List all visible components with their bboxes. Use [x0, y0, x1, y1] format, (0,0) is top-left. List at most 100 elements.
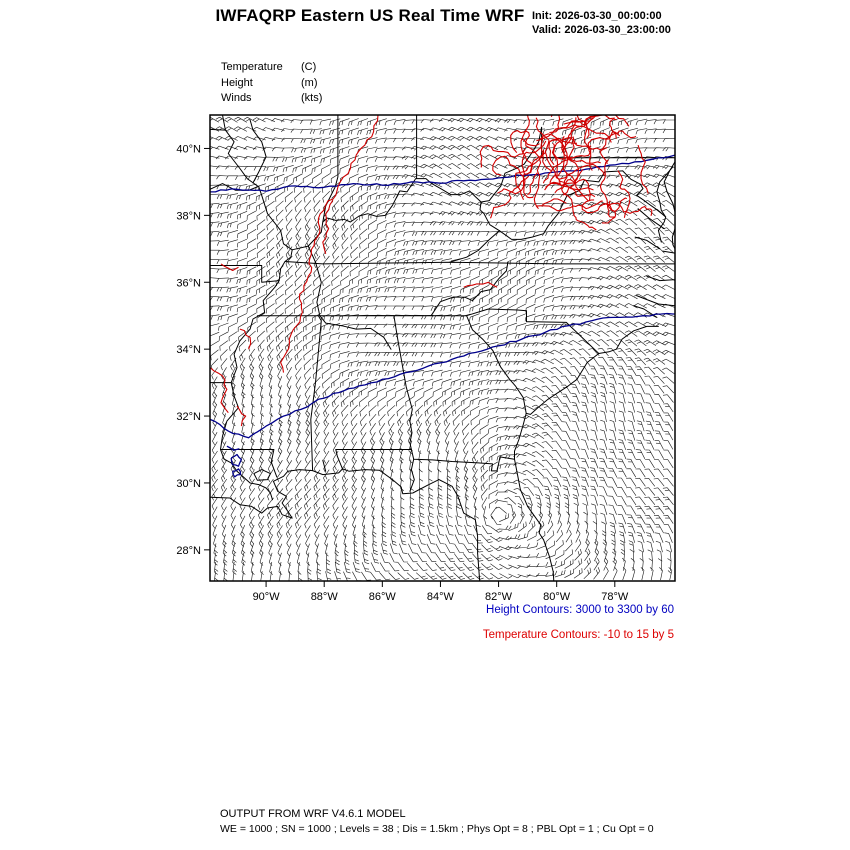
temperature-contour-cluster-stroke: [510, 129, 540, 154]
height-contour-south: [210, 312, 675, 439]
field-legend: Temperature (C) Height (m) Winds (kts): [221, 60, 322, 107]
border-delmarva-tip: [671, 228, 675, 250]
border-virginia-coast: [662, 250, 675, 254]
temperature-contour-cluster-stroke: [587, 131, 621, 171]
border-georgia-southcarolina: [466, 315, 527, 414]
lat-label: 32°N: [176, 411, 201, 423]
state-borders-layer: [210, 115, 675, 581]
temp-contour-ozark: [220, 263, 239, 272]
height-closed-contour-1: [232, 468, 242, 478]
border-illinois-indiana: [322, 115, 339, 223]
temp-contour-delta-a: [210, 367, 229, 414]
lat-label: 38°N: [176, 210, 201, 222]
border-northcarolina-coast: [598, 325, 659, 354]
temperature-contour-cluster-stroke: [479, 144, 526, 168]
temperature-contour-cluster-stroke: [541, 198, 567, 206]
temperature-contours-caption: Temperature Contours: -10 to 15 by 5: [482, 629, 674, 641]
border-virginia-westvirginia: [498, 170, 624, 240]
temp-contour-delta-b: [236, 405, 247, 427]
temperature-contour-cluster-stroke: [609, 118, 617, 139]
temp-contour-east: [637, 144, 649, 194]
height-contours-caption: Height Contours: 3000 to 3300 by 60: [486, 604, 674, 616]
border-florida-georgia: [410, 449, 515, 472]
temp-contour-main: [280, 115, 379, 373]
temperature-contour-cluster-stroke: [527, 172, 538, 196]
temperature-contour-cluster-stroke: [554, 179, 575, 194]
temperature-contour-cluster-stroke: [562, 125, 612, 151]
lat-label: 30°N: [176, 478, 201, 490]
border-mobile-bay: [322, 459, 327, 472]
temperature-contour-cluster-stroke: [617, 170, 631, 218]
temperature-contour-cluster-stroke: [548, 137, 578, 166]
temperature-contour-cluster-stroke: [535, 117, 556, 184]
border-mississippi-louisiana-pearl: [220, 449, 278, 478]
border-northcarolina-southcarolina: [466, 308, 600, 354]
temp-contour-strand: [322, 199, 334, 254]
temperature-contour-cluster-stroke: [552, 136, 575, 160]
wind-barbs-layer: [210, 116, 675, 581]
temperature-contour-cluster-stroke: [542, 158, 601, 184]
temperature-contour-cluster-stroke: [489, 175, 530, 219]
footer-params-line: WE = 1000 ; SN = 1000 ; Levels = 38 ; Di…: [220, 823, 654, 835]
legend-height-name: Height: [221, 76, 253, 89]
height-contours-layer: [210, 154, 675, 478]
temp-contour-delta-c: [239, 328, 252, 350]
valid-timestamp: Valid: 2026-03-30_23:00:00: [532, 24, 671, 36]
border-missouri-river: [210, 183, 258, 191]
temperature-contour-cluster-stroke: [492, 155, 534, 199]
temperature-contour-cluster-stroke: [561, 136, 589, 202]
footer-model-line: OUTPUT FROM WRF V4.6.1 MODEL: [220, 808, 406, 820]
run-timestamps: Init: 2026-03-30_00:00:00 Valid: 2026-03…: [532, 9, 671, 37]
temperature-contour-cluster-stroke: [514, 149, 545, 201]
border-perdido-river: [335, 449, 343, 470]
temperature-contour-cluster-stroke: [535, 200, 603, 212]
border-delmarva-west: [663, 161, 675, 213]
legend-temperature-row: Temperature (C): [221, 60, 322, 76]
border-tennessee-river: [307, 245, 392, 350]
border-missouri-arkansas: [210, 265, 280, 283]
legend-winds-name: Winds: [221, 92, 252, 104]
lat-label: 40°N: [176, 143, 201, 155]
temperature-contour-cluster-stroke: [573, 178, 591, 201]
border-illinois-river: [249, 119, 267, 184]
lat-label: 34°N: [176, 344, 201, 356]
border-james-river: [634, 236, 661, 250]
lat-label: 28°N: [176, 545, 201, 557]
lon-label: 80°W: [543, 591, 571, 603]
border-potomac-river: [622, 170, 667, 218]
border-florida-atlantic-coast: [514, 458, 555, 581]
temperature-contour-cluster-stroke: [549, 115, 561, 134]
lon-label: 90°W: [253, 591, 281, 603]
border-mississippi-river-louisiana: [220, 449, 273, 501]
temperature-contour-cluster-stroke: [560, 115, 630, 129]
border-mississippi-alabama: [310, 315, 322, 472]
temperature-contour-cluster-stroke: [545, 139, 579, 188]
height-closed-contour-2: [226, 445, 240, 451]
border-tennessee-northcarolina: [430, 261, 509, 317]
temperature-contour-cluster-stroke: [601, 200, 617, 224]
border-southcarolina-georgia-coast: [514, 353, 600, 460]
border-albemarle-sound: [646, 275, 675, 282]
lon-label: 82°W: [485, 591, 513, 603]
legend-winds-unit: (kts): [301, 92, 323, 104]
border-apalachicola-river: [409, 458, 415, 492]
temperature-contour-cluster-stroke: [550, 115, 590, 139]
border-pamlico-sound: [636, 295, 675, 307]
map-frame-border: [209, 114, 676, 582]
temperature-contour-cluster-stroke: [562, 168, 584, 196]
axis-labels: 40°N 38°N 36°N 34°N 32°N 30°N 28°N 90°W 88°W 86°W…: [176, 143, 629, 603]
height-contour-north: [210, 154, 675, 193]
border-rappahannock-river: [637, 208, 665, 230]
lon-label: 86°W: [369, 591, 397, 603]
border-lake-pontchartrain: [253, 469, 271, 481]
border-iowa-missouri: [210, 128, 226, 131]
lon-label: 84°W: [427, 591, 455, 603]
page-title: IWFAQRP Eastern US Real Time WRF: [215, 6, 525, 25]
border-kentucky-tennessee-virginia-nc: [284, 261, 675, 265]
border-kentucky-virginia: [449, 230, 500, 263]
temperature-contours-layer: [210, 115, 653, 427]
temperature-contour-cluster-stroke: [521, 138, 542, 210]
legend-winds-row: Winds (kts): [221, 91, 322, 107]
